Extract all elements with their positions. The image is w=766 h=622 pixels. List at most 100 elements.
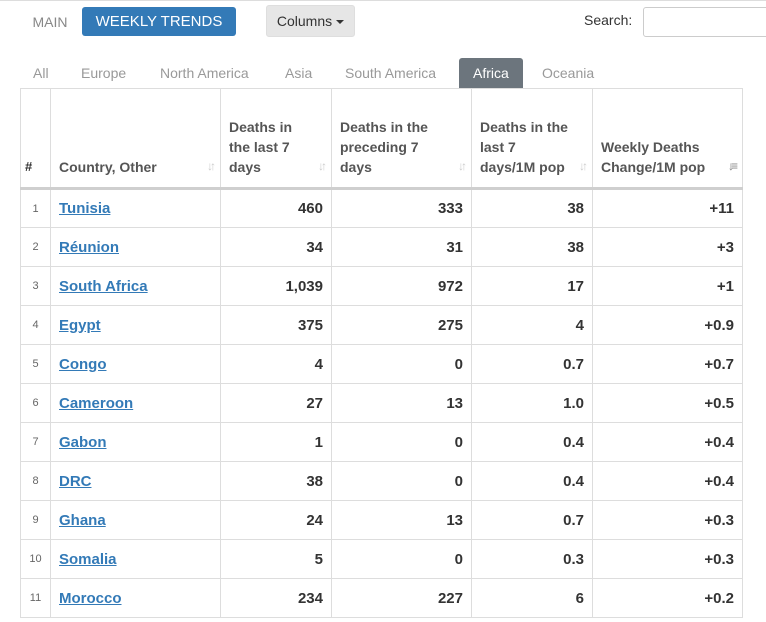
caret-down-icon: [336, 20, 345, 25]
table-row: 8 DRC 38 0 0.4 +0.4: [20, 461, 743, 501]
weekly-change-cell: +3: [592, 227, 743, 267]
row-index: 4: [20, 305, 51, 345]
country-link[interactable]: Gabon: [59, 433, 107, 451]
header-country[interactable]: Country, Other ↓↑: [50, 88, 221, 190]
deaths-prev7-cell: 333: [331, 188, 472, 228]
deaths-prev7-cell: 31: [331, 227, 472, 267]
weekly-change-cell: +0.3: [592, 539, 743, 579]
country-cell: Congo: [50, 344, 221, 384]
row-index: 6: [20, 383, 51, 423]
deaths-prev7-cell: 13: [331, 383, 472, 423]
columns-button[interactable]: Columns: [266, 5, 355, 37]
deaths-last7-cell: 1: [220, 422, 332, 462]
country-link[interactable]: Ghana: [59, 511, 106, 529]
country-link[interactable]: Morocco: [59, 589, 122, 607]
table-row: 1 Tunisia 460 333 38 +11: [20, 188, 743, 228]
weekly-change-cell: +0.4: [592, 422, 743, 462]
deaths-last7-cell: 460: [220, 188, 332, 228]
country-link[interactable]: Réunion: [59, 238, 119, 256]
header-weekly-change-label: Weekly Deaths Change/1M pop: [601, 139, 706, 175]
country-cell: Réunion: [50, 227, 221, 267]
deaths-per-million-cell: 6: [471, 578, 593, 618]
header-deaths-last7[interactable]: Deaths in the last 7 days ↓↑: [220, 88, 332, 190]
row-index: 3: [20, 266, 51, 306]
header-weekly-change[interactable]: Weekly Deaths Change/1M pop ↓≡: [592, 88, 743, 190]
deaths-last7-cell: 34: [220, 227, 332, 267]
header-index-label: #: [25, 159, 33, 174]
weekly-change-cell: +0.4: [592, 461, 743, 501]
header-country-label: Country, Other: [59, 159, 157, 175]
row-index: 5: [20, 344, 51, 384]
deaths-last7-cell: 375: [220, 305, 332, 345]
deaths-per-million-cell: 38: [471, 188, 593, 228]
region-tab-south-america[interactable]: South America: [345, 65, 437, 81]
country-cell: Somalia: [50, 539, 221, 579]
region-tab-north-america[interactable]: North America: [160, 65, 249, 81]
table-row: 2 Réunion 34 31 38 +3: [20, 227, 743, 267]
weekly-change-cell: +0.3: [592, 500, 743, 540]
deaths-per-million-cell: 1.0: [471, 383, 593, 423]
header-deaths-last7-label: Deaths in the last 7 days: [229, 119, 293, 175]
deaths-last7-cell: 38: [220, 461, 332, 501]
deaths-per-million-cell: 17: [471, 266, 593, 306]
deaths-last7-cell: 4: [220, 344, 332, 384]
country-link[interactable]: Tunisia: [59, 200, 111, 217]
country-link[interactable]: Cameroon: [59, 394, 134, 412]
row-index: 7: [20, 422, 51, 462]
country-link[interactable]: Egypt: [59, 316, 101, 334]
columns-button-label: Columns: [276, 13, 333, 29]
deaths-last7-cell: 234: [220, 578, 332, 618]
table-row: 5 Congo 4 0 0.7 +0.7: [20, 344, 743, 384]
header-deaths-per-million[interactable]: Deaths in the last 7 days/1M pop ↓↑: [471, 88, 593, 190]
country-cell: South Africa: [50, 266, 221, 306]
table-row: 4 Egypt 375 275 4 +0.9: [20, 305, 743, 345]
weekly-change-cell: +0.5: [592, 383, 743, 423]
weekly-change-cell: +11: [592, 188, 743, 228]
search-input[interactable]: [643, 7, 766, 37]
region-tab-africa[interactable]: Africa: [459, 58, 523, 88]
deaths-per-million-cell: 4: [471, 305, 593, 345]
country-cell: Morocco: [50, 578, 221, 618]
country-cell: DRC: [50, 461, 221, 501]
tab-main[interactable]: MAIN: [32, 14, 68, 30]
row-index: 1: [20, 188, 51, 228]
region-tab-all[interactable]: All: [33, 65, 49, 81]
sort-icon: ↓↑: [318, 159, 327, 173]
weekly-change-cell: +0.2: [592, 578, 743, 618]
region-tab-oceania[interactable]: Oceania: [542, 65, 595, 81]
table-row: 7 Gabon 1 0 0.4 +0.4: [20, 422, 743, 462]
tab-weekly-trends[interactable]: WEEKLY TRENDS: [82, 7, 236, 36]
country-cell: Egypt: [50, 305, 221, 345]
deaths-per-million-cell: 0.7: [471, 344, 593, 384]
deaths-per-million-cell: 0.4: [471, 422, 593, 462]
weekly-change-cell: +0.7: [592, 344, 743, 384]
country-link[interactable]: Congo: [59, 355, 107, 373]
region-tab-europe[interactable]: Europe: [81, 65, 127, 81]
header-deaths-per-million-label: Deaths in the last 7 days/1M pop: [480, 119, 568, 175]
country-link[interactable]: South Africa: [59, 277, 148, 295]
country-cell: Cameroon: [50, 383, 221, 423]
row-index: 8: [20, 461, 51, 501]
deaths-last7-cell: 5: [220, 539, 332, 579]
row-index: 10: [20, 539, 51, 579]
header-deaths-prev7[interactable]: Deaths in the preceding 7 days ↓↑: [331, 88, 472, 190]
header-deaths-prev7-label: Deaths in the preceding 7 days: [340, 119, 428, 175]
region-tab-asia[interactable]: Asia: [285, 65, 313, 81]
weekly-change-cell: +1: [592, 266, 743, 306]
country-link[interactable]: Somalia: [59, 550, 117, 568]
sort-icon: ↓↑: [458, 159, 467, 173]
top-toolbar: MAIN WEEKLY TRENDS Columns Search:: [0, 0, 766, 44]
header-index[interactable]: #: [20, 88, 51, 190]
deaths-per-million-cell: 0.4: [471, 461, 593, 501]
weekly-change-cell: +0.9: [592, 305, 743, 345]
deaths-prev7-cell: 972: [331, 266, 472, 306]
table-header-row: # Country, Other ↓↑ Deaths in the last 7 …: [20, 88, 743, 190]
top-divider: [0, 0, 766, 1]
country-link[interactable]: DRC: [59, 472, 92, 490]
deaths-prev7-cell: 227: [331, 578, 472, 618]
search-label: Search:: [584, 12, 633, 28]
deaths-per-million-cell: 0.3: [471, 539, 593, 579]
deaths-prev7-cell: 13: [331, 500, 472, 540]
country-cell: Tunisia: [50, 188, 221, 228]
row-index: 11: [20, 578, 51, 618]
